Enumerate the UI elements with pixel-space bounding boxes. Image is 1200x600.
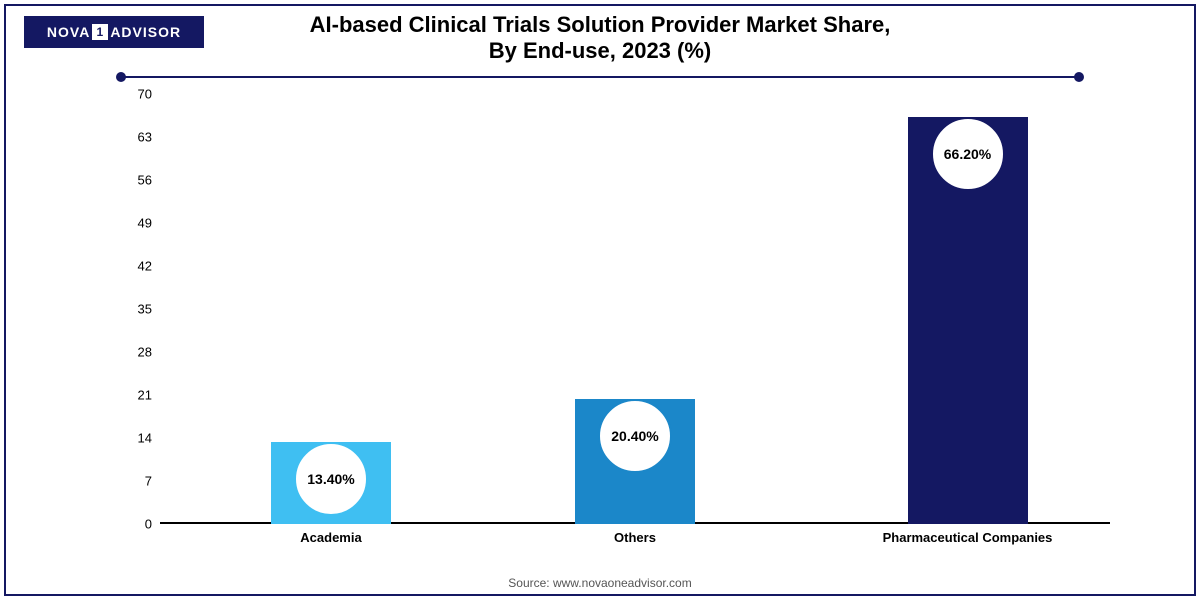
source-text: Source: www.novaoneadvisor.com	[0, 576, 1200, 590]
y-axis: 07142128354249566370	[120, 94, 160, 524]
y-tick: 56	[138, 173, 152, 188]
value-bubble: 20.40%	[598, 399, 672, 473]
title-line2: By End-use, 2023 (%)	[0, 38, 1200, 64]
y-tick: 0	[145, 517, 152, 532]
x-label: Others	[614, 530, 656, 545]
y-tick: 42	[138, 259, 152, 274]
title-line1: AI-based Clinical Trials Solution Provid…	[0, 12, 1200, 38]
bars-container: 13.40%Academia20.40%Others66.20%Pharmace…	[160, 94, 1110, 524]
x-label: Academia	[300, 530, 361, 545]
chart-title: AI-based Clinical Trials Solution Provid…	[0, 12, 1200, 64]
value-bubble: 66.20%	[931, 117, 1005, 191]
y-tick: 35	[138, 302, 152, 317]
y-tick: 7	[145, 474, 152, 489]
plot-area: 07142128354249566370 13.40%Academia20.40…	[120, 94, 1110, 524]
y-tick: 49	[138, 216, 152, 231]
y-tick: 21	[138, 388, 152, 403]
y-tick: 70	[138, 87, 152, 102]
y-tick: 63	[138, 130, 152, 145]
rule-dot-left	[116, 72, 126, 82]
rule-dot-right	[1074, 72, 1084, 82]
y-tick: 28	[138, 345, 152, 360]
value-bubble: 13.40%	[294, 442, 368, 516]
y-tick: 14	[138, 431, 152, 446]
title-rule	[120, 76, 1080, 78]
x-label: Pharmaceutical Companies	[883, 530, 1053, 545]
